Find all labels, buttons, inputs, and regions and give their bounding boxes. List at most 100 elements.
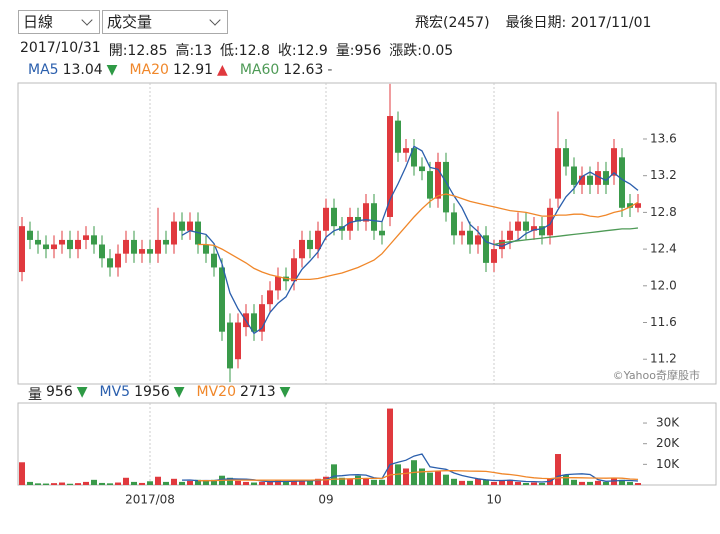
volume-bar xyxy=(379,479,385,485)
x-tick-label: 10 xyxy=(486,493,501,507)
candle-body xyxy=(139,249,145,254)
candle-body xyxy=(251,313,257,332)
price-legend: MA5 13.04 ▼ MA20 12.91 ▲ MA60 12.63- xyxy=(28,62,332,78)
volume-bar xyxy=(499,480,505,485)
indicator-select[interactable]: 成交量 xyxy=(102,10,228,34)
legend-name: MA5 xyxy=(28,62,59,78)
volume-bar xyxy=(635,483,641,485)
legend-value: 13.04 xyxy=(62,62,103,78)
candle-body xyxy=(635,203,641,208)
legend-name: 量 xyxy=(28,387,42,403)
volume-bar xyxy=(507,479,513,485)
legend-value: 1956 xyxy=(134,384,170,400)
volume-bar xyxy=(371,479,377,485)
candle-body xyxy=(291,258,297,282)
volume-bar xyxy=(539,482,545,485)
volume-bar xyxy=(531,482,537,485)
volume-bar xyxy=(59,482,65,485)
quote-change: 漲跌:0.05 xyxy=(389,43,454,59)
volume-bar xyxy=(67,483,73,485)
candle-body xyxy=(483,235,489,263)
volume-bar xyxy=(171,478,177,485)
volume-bar xyxy=(619,479,625,485)
volume-bar xyxy=(147,481,153,485)
volume-bar xyxy=(275,479,281,485)
candle-body xyxy=(523,221,529,231)
candle-body xyxy=(547,207,553,236)
volume-bar xyxy=(459,480,465,485)
ma-line xyxy=(198,470,639,482)
candle-body xyxy=(75,239,81,250)
candle-body xyxy=(51,244,57,250)
volume-bar xyxy=(99,482,105,485)
legend-entry: MV5 1956 ▼ xyxy=(100,384,185,404)
y-tick-label: 12.8 xyxy=(650,205,677,219)
volume-bar xyxy=(27,481,33,485)
candle-body xyxy=(395,120,401,153)
volume-bar xyxy=(251,482,257,485)
quote-high: 高:13 xyxy=(175,43,213,59)
credit: ©Yahoo奇摩股市 xyxy=(613,368,700,382)
candle-body xyxy=(235,322,241,360)
candle-body xyxy=(115,253,121,268)
candle-body xyxy=(171,221,177,245)
candle-body xyxy=(371,203,377,231)
last-date: 最後日期: 2017/11/01 xyxy=(505,15,652,31)
candle-body xyxy=(147,249,153,254)
volume-bar xyxy=(299,479,305,485)
candle-body xyxy=(539,226,545,236)
candle-body xyxy=(211,253,217,268)
candle-body xyxy=(451,212,457,236)
candle-body xyxy=(507,230,513,240)
legend-entry: MV20 2713 ▼ xyxy=(197,384,291,404)
candle-body xyxy=(579,175,585,185)
volume-bar xyxy=(179,481,185,485)
candle-body xyxy=(99,244,105,259)
y-tick-label: 11.2 xyxy=(650,352,677,366)
volume-bar xyxy=(211,479,217,485)
candle-body xyxy=(403,148,409,153)
candle-body xyxy=(467,230,473,245)
volume-bar xyxy=(187,480,193,485)
volume-bar xyxy=(291,481,297,485)
x-tick-label: 09 xyxy=(318,493,333,507)
candle-body xyxy=(571,166,577,185)
legend-entry: 量 956 ▼ xyxy=(28,384,88,404)
volume-bar xyxy=(435,470,441,485)
volume-bar xyxy=(347,478,353,485)
candle-body xyxy=(35,239,41,245)
volume-bar xyxy=(107,483,113,485)
legend-entry: MA20 12.91 ▲ xyxy=(129,62,227,78)
volume-bar xyxy=(91,479,97,485)
volume-bar xyxy=(595,480,601,485)
period-select[interactable]: 日線 xyxy=(18,10,100,34)
legend-name: MV5 xyxy=(99,384,131,400)
candle-body xyxy=(499,239,505,250)
candle-body xyxy=(27,230,33,240)
volume-bar xyxy=(363,478,369,485)
candle-body xyxy=(123,239,129,254)
legend-value: 956 xyxy=(46,384,73,400)
volume-bar xyxy=(115,482,121,485)
volume-bar xyxy=(51,483,57,485)
legend-value: 2713 xyxy=(240,384,276,400)
y-tick-label: 30K xyxy=(656,416,680,430)
volume-bar xyxy=(331,464,337,485)
volume-bar xyxy=(35,483,41,485)
ma-line xyxy=(181,145,639,335)
volume-bar xyxy=(403,468,409,485)
volume-bar xyxy=(83,481,89,485)
candle-body xyxy=(475,235,481,245)
y-tick-label: 11.6 xyxy=(650,315,677,329)
candle-body xyxy=(179,221,185,231)
volume-bar xyxy=(123,477,129,485)
candle-body xyxy=(267,290,273,305)
volume-bar xyxy=(243,481,249,485)
candle-body xyxy=(83,235,89,240)
volume-bar xyxy=(203,480,209,485)
volume-bar xyxy=(139,482,145,485)
y-tick-label: 13.2 xyxy=(650,168,677,182)
legend-name: MA20 xyxy=(129,62,169,78)
volume-bar xyxy=(603,481,609,485)
